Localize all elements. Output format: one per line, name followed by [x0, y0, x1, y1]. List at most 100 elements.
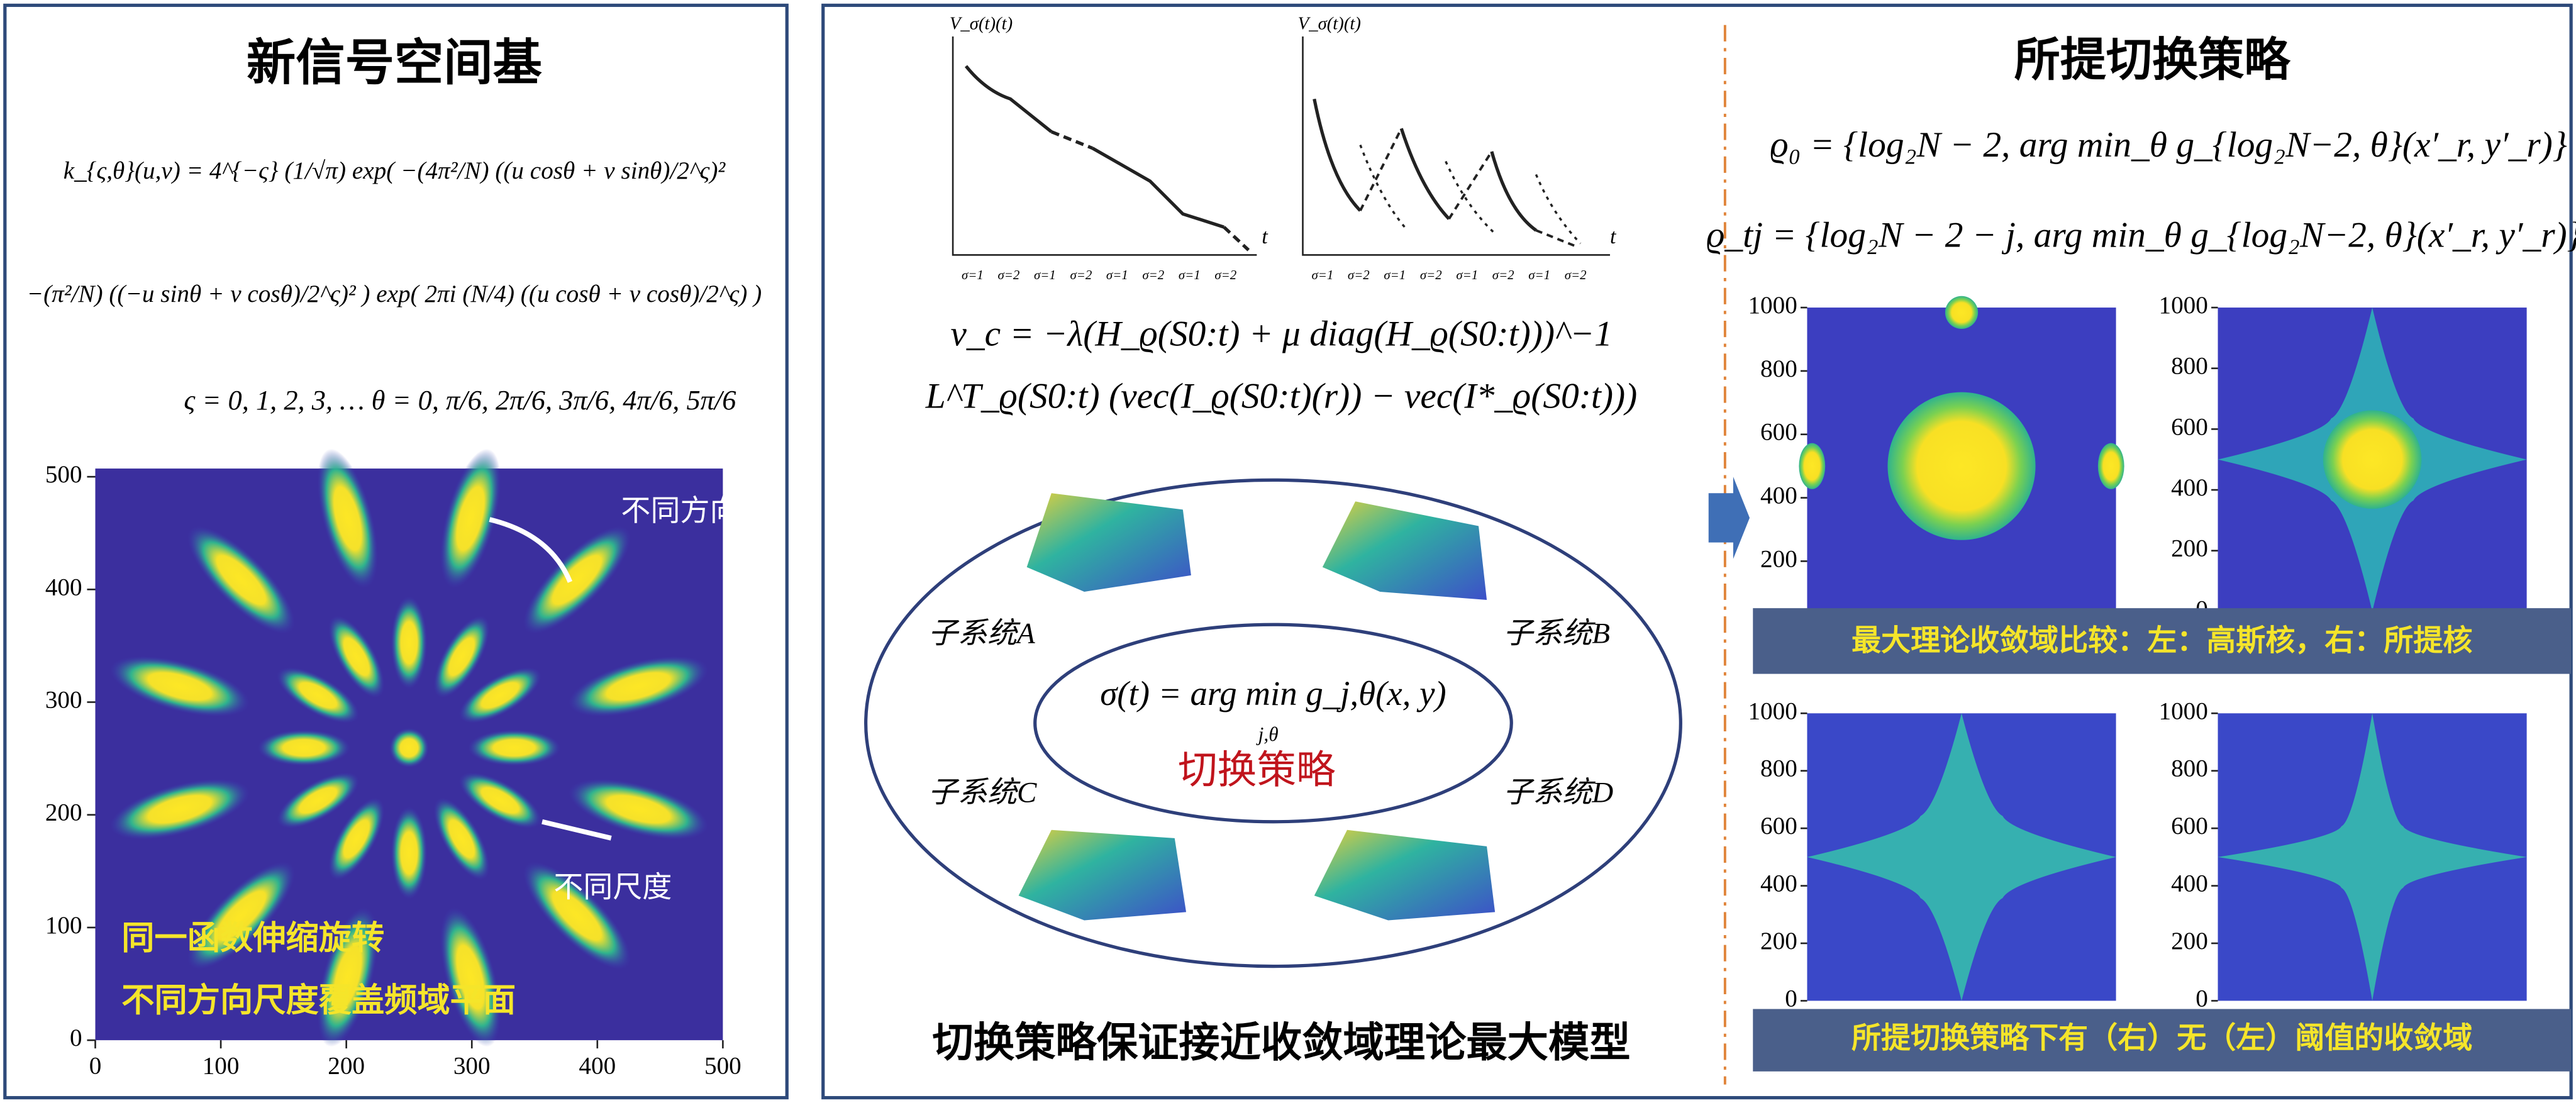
y-tick-label: 1000: [2159, 697, 2208, 724]
sigma-label: σ=2: [1565, 267, 1587, 282]
sigma-label: σ=1: [1528, 267, 1550, 282]
left-title: 新信号空间基: [247, 35, 543, 92]
y-tick-label: 400: [1760, 482, 1797, 509]
sigma-label: σ=2: [998, 267, 1020, 282]
mini-charts: [952, 36, 1610, 256]
sigma-label: σ=1: [1106, 267, 1128, 282]
formula: v_c = −λ(H_ϱ(S0:t) + μ diag(H_ϱ(S0:t)))^…: [950, 314, 1612, 353]
right-frame: [821, 3, 2573, 1100]
center: [389, 728, 429, 768]
region: [2323, 410, 2422, 509]
petal: [440, 448, 501, 589]
region: [1807, 713, 2116, 1001]
caption-bar: [1753, 1009, 2572, 1072]
sigma-label: σ=1: [1456, 267, 1478, 282]
petal: [277, 667, 359, 723]
y-tick-label: 400: [2171, 870, 2208, 897]
sigma-label: σ=1: [1311, 267, 1333, 282]
subsystem-label: 子系统A: [928, 617, 1035, 650]
subsystem-label: 子系统C: [928, 777, 1037, 809]
formula: k_{ς,θ}(u,v) = 4^{−ς} (1/√π) exp( −(4π²/…: [64, 157, 726, 184]
x-tick-label: 200: [328, 1053, 365, 1080]
sigma-label: σ=1: [1384, 267, 1406, 282]
x-tick-label: 0: [89, 1053, 102, 1080]
axis-label: V_σ(t)(t): [1298, 13, 1361, 33]
y-tick-label: 800: [2171, 755, 2208, 782]
y-tick-label: 400: [1760, 870, 1797, 897]
petal: [187, 862, 295, 970]
arrow: [1708, 477, 1750, 559]
petal: [569, 656, 708, 717]
y-tick-label: 0: [70, 1024, 82, 1051]
right-title: 所提切换策略: [2014, 33, 2292, 87]
region: [2218, 713, 2527, 1001]
petal: [459, 667, 541, 723]
caption: 所提切换策略下有（右）无（左）阈值的收敛域: [1852, 1021, 2472, 1056]
petal: [523, 862, 631, 970]
petal: [459, 772, 541, 829]
arrow: [541, 819, 612, 841]
y-tick-label: 200: [2171, 535, 2208, 562]
y-tick-label: 200: [1760, 545, 1797, 572]
surfaces: [1018, 493, 1496, 921]
y-tick-label: 1000: [2159, 292, 2208, 319]
formula: ϱ_tj = {log₂N − 2 − j, arg min_θ g_{log₂…: [1706, 216, 2576, 255]
petal: [328, 797, 385, 880]
region: [1799, 443, 1826, 489]
formula: ϱ₀ = {log₂N − 2, arg min_θ g_{log₂N−2, θ…: [1770, 125, 2567, 165]
inner-ellipse: [1033, 623, 1513, 824]
petal: [257, 729, 350, 766]
axis-label: t: [1610, 225, 1617, 248]
petal: [433, 797, 490, 880]
sigma-label: σ=2: [1214, 267, 1236, 282]
caption: 最大理论收敛域比较：左：高斯核，右：所提核: [1852, 623, 2472, 658]
petal: [433, 616, 490, 698]
subsystem-label: 子系统B: [1503, 617, 1610, 650]
y-tick-label: 800: [1760, 755, 1797, 782]
y-tick-label: 600: [2171, 812, 2208, 840]
y-tick-label: 400: [2171, 474, 2208, 501]
sigma-label: σ=1: [962, 267, 984, 282]
petal: [391, 596, 428, 689]
y-tick-label: 300: [45, 687, 82, 714]
region: [1945, 296, 1979, 330]
y-tick-label: 0: [2196, 985, 2208, 1012]
sigma-label: σ=2: [1142, 267, 1164, 282]
petal: [317, 448, 378, 589]
y-tick-label: 200: [1760, 928, 1797, 955]
petal: [328, 616, 385, 698]
y-tick-label: 600: [2171, 413, 2208, 440]
center-formula: σ(t) = arg min g_j,θ(x, y): [1100, 674, 1446, 712]
annotation: 不同方向: [621, 494, 739, 528]
left-frame: [3, 3, 789, 1100]
y-tick-label: 200: [2171, 928, 2208, 955]
x-tick-label: 300: [453, 1053, 491, 1080]
caption-bar: [1753, 608, 2572, 674]
y-tick-label: 800: [2171, 353, 2208, 380]
region: [1887, 392, 2036, 540]
petal: [317, 907, 378, 1047]
petal: [277, 772, 359, 829]
formula: L^T_ϱ(S0:t) (vec(I_ϱ(S0:t)(r)) − vec(I*_…: [925, 377, 1637, 416]
caption: 同一函数伸缩旋转: [121, 919, 384, 957]
region: [2097, 443, 2124, 489]
sigma-label: σ=2: [1348, 267, 1370, 282]
sigma-label: σ=2: [1420, 267, 1442, 282]
footer: 切换策略保证接近收敛域理论最大模型: [933, 1019, 1631, 1067]
annotation: 不同尺度: [553, 870, 672, 904]
sigma-label: σ=1: [1179, 267, 1201, 282]
petal: [391, 806, 428, 899]
y-tick-label: 800: [1760, 355, 1797, 382]
y-tick-label: 600: [1760, 812, 1797, 840]
y-tick-label: 1000: [1748, 697, 1797, 724]
y-tick-label: 600: [1760, 419, 1797, 446]
petal: [569, 779, 708, 840]
x-tick-label: 400: [579, 1053, 616, 1080]
y-tick-label: 100: [45, 912, 82, 939]
sigma-label: σ=2: [1492, 267, 1514, 282]
y-tick-label: 500: [45, 461, 82, 488]
center-subscript: j,θ: [1256, 723, 1279, 745]
petal: [109, 779, 250, 840]
sigma-label: σ=1: [1034, 267, 1056, 282]
